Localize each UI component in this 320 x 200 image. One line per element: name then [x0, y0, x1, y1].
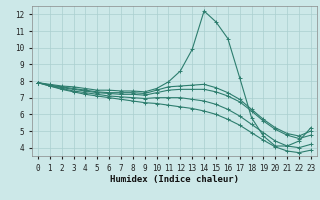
X-axis label: Humidex (Indice chaleur): Humidex (Indice chaleur)	[110, 175, 239, 184]
